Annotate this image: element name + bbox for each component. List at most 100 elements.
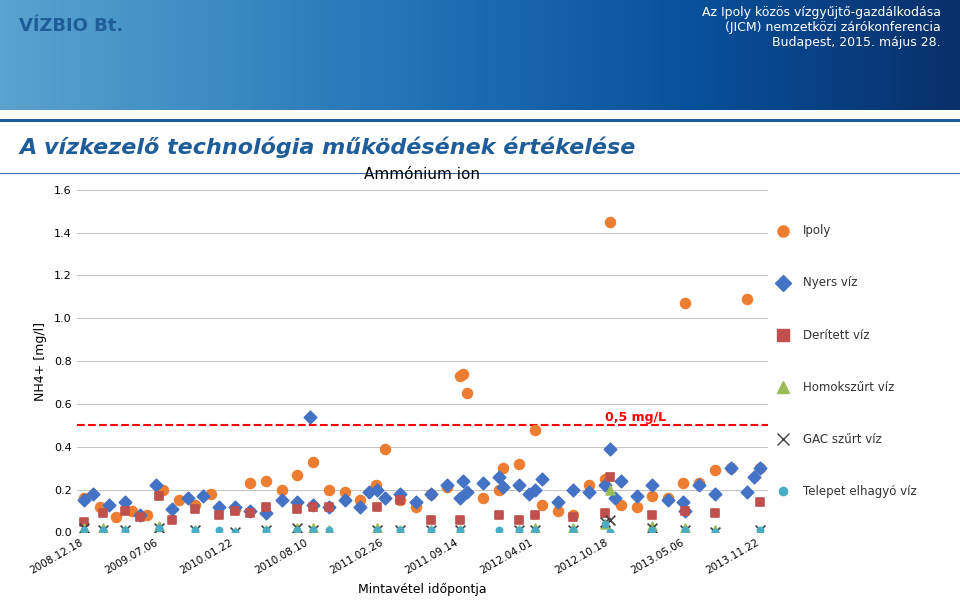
Nyers víz	[535, 474, 550, 483]
GAC szűrt víz	[527, 525, 542, 535]
Y-axis label: NH4+ [mg/l]: NH4+ [mg/l]	[35, 321, 47, 401]
Ipoly	[274, 485, 289, 494]
Ipoly	[108, 513, 124, 523]
Telepet elhagyó víz	[290, 525, 305, 535]
Nyers víz	[423, 489, 439, 499]
Nyers víz	[452, 493, 468, 503]
Nyers víz	[455, 476, 470, 486]
Ipoly	[140, 510, 156, 520]
Derített víz	[227, 506, 242, 516]
Telepet elhagyó víz	[393, 525, 408, 535]
Nyers víz	[460, 487, 475, 497]
Derített víz	[423, 515, 439, 524]
Ipoly	[597, 474, 612, 483]
Text: Homokszűrt víz: Homokszűrt víz	[803, 381, 894, 394]
Ipoly	[723, 463, 738, 473]
Ipoly	[535, 499, 550, 509]
GAC szűrt víz	[393, 525, 408, 535]
GAC szűrt víz	[597, 517, 612, 526]
Telepet elhagyó víz	[423, 525, 439, 535]
Nyers víz	[361, 487, 376, 497]
GAC szűrt víz	[565, 525, 581, 535]
Ipoly	[377, 444, 393, 454]
Ipoly	[629, 502, 644, 512]
GAC szűrt víz	[258, 525, 274, 535]
Nyers víz	[475, 479, 491, 488]
Derített víz	[132, 513, 148, 523]
Homokszűrt víz	[644, 521, 660, 531]
Nyers víz	[603, 444, 618, 454]
Homokszűrt víz	[258, 525, 274, 535]
Nyers víz	[597, 480, 612, 490]
Nyers víz	[337, 496, 352, 506]
Ipoly	[242, 479, 257, 488]
Ipoly	[203, 489, 218, 499]
Nyers víz	[117, 498, 132, 507]
GAC szűrt víz	[305, 525, 321, 535]
GAC szűrt víz	[511, 525, 526, 535]
Nyers víz	[613, 476, 629, 486]
Nyers víz	[164, 504, 180, 514]
Derített víz	[565, 513, 581, 523]
Derített víz	[305, 502, 321, 512]
Ipoly	[475, 493, 491, 503]
Homokszűrt víz	[511, 525, 526, 535]
Ipoly	[171, 496, 186, 506]
Derített víz	[258, 502, 274, 512]
Ipoly	[124, 506, 139, 516]
Homokszűrt víz	[393, 525, 408, 535]
Ipoly	[676, 479, 691, 488]
Nyers víz	[85, 489, 101, 499]
Nyers víz	[582, 487, 597, 497]
Ipoly	[455, 369, 470, 379]
Ipoly	[290, 470, 305, 480]
Telepet elhagyó víz	[211, 525, 227, 535]
Text: GAC szűrt víz: GAC szűrt víz	[803, 433, 881, 446]
Ipoly	[452, 371, 468, 381]
Telepet elhagyó víz	[644, 525, 660, 535]
Nyers víz	[290, 498, 305, 507]
Derített víz	[597, 508, 612, 518]
Telepet elhagyó víz	[370, 525, 385, 535]
Nyers víz	[408, 498, 423, 507]
Homokszűrt víz	[77, 523, 92, 533]
Telepet elhagyó víz	[258, 525, 274, 535]
Nyers víz	[521, 489, 537, 499]
Telepet elhagyó víz	[527, 525, 542, 535]
Telepet elhagyó víz	[452, 525, 468, 535]
Nyers víz	[101, 499, 116, 509]
Derített víz	[511, 515, 526, 524]
Homokszűrt víz	[678, 523, 693, 533]
Text: Telepet elhagyó víz: Telepet elhagyó víz	[803, 485, 916, 498]
Derített víz	[708, 508, 723, 518]
Nyers víz	[708, 489, 723, 499]
GAC szűrt víz	[77, 523, 92, 533]
GAC szűrt víz	[678, 525, 693, 535]
Nyers víz	[149, 480, 164, 490]
Homokszűrt víz	[452, 525, 468, 535]
Telepet elhagyó víz	[678, 525, 693, 535]
Nyers víz	[723, 463, 738, 473]
Homokszűrt víz	[227, 528, 242, 537]
Derített víz	[322, 502, 337, 512]
Nyers víz	[678, 506, 693, 516]
GAC szűrt víz	[290, 523, 305, 533]
Homokszűrt víz	[152, 521, 167, 531]
Ipoly	[322, 485, 337, 494]
Ipoly	[408, 502, 423, 512]
Ipoly	[753, 463, 768, 473]
Ipoly	[603, 217, 618, 226]
Text: 0,5 mg/L: 0,5 mg/L	[605, 411, 666, 424]
Ipoly	[613, 499, 629, 509]
Homokszűrt víz	[597, 519, 612, 529]
Ipoly	[369, 480, 384, 490]
Nyers víz	[227, 502, 242, 512]
GAC szűrt víz	[227, 528, 242, 537]
Nyers víz	[491, 472, 506, 482]
Text: Derített víz: Derített víz	[803, 329, 869, 341]
Nyers víz	[660, 496, 676, 506]
Ipoly	[187, 499, 203, 509]
Nyers víz	[440, 480, 455, 490]
Derített víz	[152, 491, 167, 501]
Telepet elhagyó víz	[95, 525, 110, 535]
